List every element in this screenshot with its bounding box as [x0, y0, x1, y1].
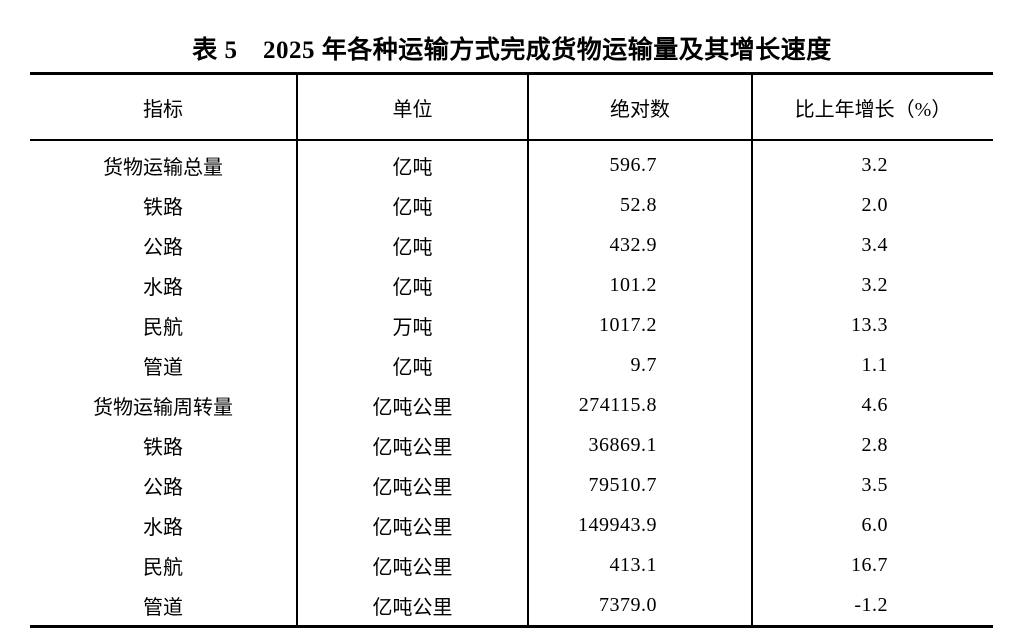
cell-indicator: 公路 — [30, 225, 298, 265]
column-header-growth: 比上年增长（%） — [752, 72, 993, 141]
cell-growth: 3.4 — [861, 233, 888, 256]
cell-growth: 13.3 — [851, 313, 888, 336]
cell-absolute: 9.7 — [528, 345, 753, 385]
cell-absolute: 36869.1 — [528, 425, 753, 465]
table-row: 管道 亿吨公里 7379.0 -1.2 — [30, 585, 993, 628]
cell-unit: 亿吨 — [297, 265, 529, 305]
cell-absolute: 274115.8 — [528, 385, 753, 425]
cell-unit: 亿吨公里 — [297, 425, 529, 465]
cell-unit: 亿吨公里 — [297, 385, 529, 425]
cell-absolute: 596.7 — [528, 140, 753, 185]
cell-unit: 亿吨公里 — [297, 465, 529, 505]
cell-indicator: 水路 — [30, 505, 298, 545]
table-body: 货物运输总量 亿吨 596.7 3.2 铁路 亿吨 52.8 2.0 公路 亿吨 432.9 3.4 水… — [30, 140, 993, 628]
cell-absolute: 52.8 — [528, 185, 753, 225]
cell-indicator: 货物运输总量 — [30, 140, 298, 185]
table-row: 铁路 亿吨 52.8 2.0 — [30, 185, 993, 225]
cell-unit: 亿吨 — [297, 140, 529, 185]
cell-absolute: 7379.0 — [528, 585, 753, 628]
page-title: 表 5 2025 年各种运输方式完成货物运输量及其增长速度 — [192, 37, 832, 64]
cell-growth: 3.5 — [861, 473, 888, 496]
cell-growth: 6.0 — [861, 513, 888, 536]
table-row: 货物运输周转量 亿吨公里 274115.8 4.6 — [30, 385, 993, 425]
table-row: 民航 亿吨公里 413.1 16.7 — [30, 545, 993, 585]
table-row: 货物运输总量 亿吨 596.7 3.2 — [30, 140, 993, 185]
cell-unit: 亿吨 — [297, 345, 529, 385]
cell-indicator: 货物运输周转量 — [30, 385, 298, 425]
cell-indicator: 管道 — [30, 345, 298, 385]
cell-unit: 万吨 — [297, 305, 529, 345]
table-row: 公路 亿吨公里 79510.7 3.5 — [30, 465, 993, 505]
cell-indicator: 民航 — [30, 305, 298, 345]
cell-indicator: 民航 — [30, 545, 298, 585]
cell-indicator: 铁路 — [30, 185, 298, 225]
cell-absolute: 79510.7 — [528, 465, 753, 505]
cell-unit: 亿吨公里 — [297, 585, 529, 628]
table-row: 水路 亿吨公里 149943.9 6.0 — [30, 505, 993, 545]
cell-growth: 16.7 — [851, 553, 888, 576]
table-row: 民航 万吨 1017.2 13.3 — [30, 305, 993, 345]
column-header-absolute: 绝对数 — [528, 72, 753, 141]
cell-absolute: 1017.2 — [528, 305, 753, 345]
table-header: 指标 单位 绝对数 比上年增长（%） — [30, 72, 993, 141]
cell-growth: 3.2 — [861, 153, 888, 176]
cell-unit: 亿吨公里 — [297, 545, 529, 585]
statistics-table-container: 指标 单位 绝对数 比上年增长（%） 货物运输总量 亿吨 596.7 3.2 铁路 亿吨 5… — [30, 72, 993, 628]
cell-growth: 3.2 — [861, 273, 888, 296]
cell-absolute: 149943.9 — [528, 505, 753, 545]
statistics-table: 指标 单位 绝对数 比上年增长（%） 货物运输总量 亿吨 596.7 3.2 铁路 亿吨 5… — [30, 72, 993, 628]
cell-growth: 4.6 — [861, 393, 888, 416]
cell-growth: 2.8 — [861, 433, 888, 456]
cell-absolute: 432.9 — [528, 225, 753, 265]
cell-indicator: 管道 — [30, 585, 298, 628]
cell-growth: -1.2 — [752, 585, 993, 628]
cell-indicator: 水路 — [30, 265, 298, 305]
cell-absolute: 101.2 — [528, 265, 753, 305]
table-row: 公路 亿吨 432.9 3.4 — [30, 225, 993, 265]
table-row: 管道 亿吨 9.7 1.1 — [30, 345, 993, 385]
table-row: 水路 亿吨 101.2 3.2 — [30, 265, 993, 305]
column-header-indicator: 指标 — [30, 72, 298, 141]
cell-unit: 亿吨 — [297, 185, 529, 225]
cell-unit: 亿吨 — [297, 225, 529, 265]
cell-indicator: 铁路 — [30, 425, 298, 465]
cell-unit: 亿吨公里 — [297, 505, 529, 545]
cell-growth: 2.0 — [861, 193, 888, 216]
cell-growth: 1.1 — [861, 353, 888, 376]
table-row: 铁路 亿吨公里 36869.1 2.8 — [30, 425, 993, 465]
cell-absolute: 413.1 — [528, 545, 753, 585]
column-header-unit: 单位 — [297, 72, 529, 141]
cell-indicator: 公路 — [30, 465, 298, 505]
table-header-row: 指标 单位 绝对数 比上年增长（%） — [30, 72, 993, 141]
